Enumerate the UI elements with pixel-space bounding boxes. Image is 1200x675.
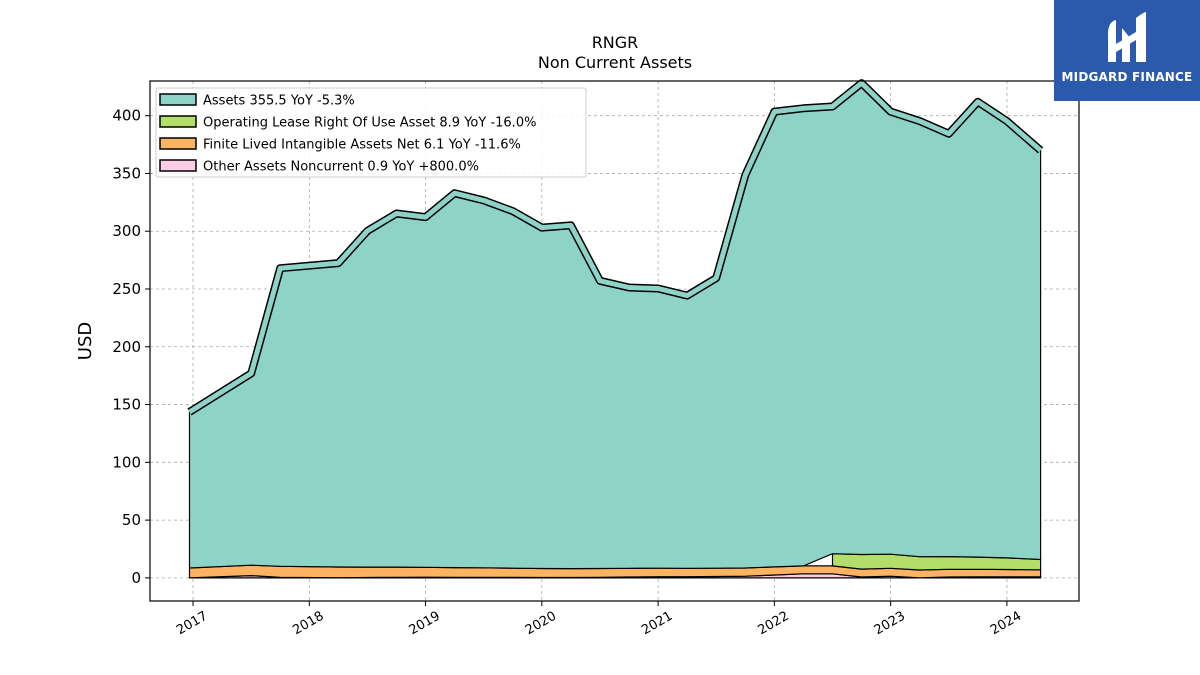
brand-name: MIDGARD FINANCE <box>1061 70 1193 84</box>
y-tick-label: 100 <box>112 453 141 471</box>
y-axis-label: USD <box>75 322 96 360</box>
legend-label: Other Assets Noncurrent 0.9 YoY +800.0% <box>203 160 479 175</box>
x-tick-label: 2024 <box>988 609 1024 639</box>
legend-label: Assets 355.5 YoY -5.3% <box>203 94 355 109</box>
plot-frame <box>149 80 1080 602</box>
brand-logo: MIDGARD FINANCE <box>1054 0 1200 101</box>
y-tick-label: 400 <box>112 107 141 125</box>
chart-subtitle: Non Current Assets <box>538 53 692 72</box>
x-tick-label: 2018 <box>290 609 326 639</box>
y-axis: 0 50 100 150 200 250 300 350 400 <box>112 107 150 587</box>
chart-title: RNGR <box>592 33 639 52</box>
y-tick-label: 300 <box>112 222 141 240</box>
stacked-areas <box>187 79 1044 579</box>
x-tick-label: 2022 <box>755 609 791 639</box>
x-tick-label: 2023 <box>872 609 908 639</box>
legend-box <box>155 87 587 178</box>
y-tick-label: 150 <box>112 396 141 414</box>
legend-swatch <box>159 115 197 128</box>
y-tick-label: 50 <box>122 511 141 529</box>
y-tick-label: 250 <box>112 280 141 298</box>
assets-line <box>188 80 1043 415</box>
x-tick-label: 2021 <box>639 609 675 639</box>
legend-label: Operating Lease Right Of Use Asset 8.9 Y… <box>203 116 536 131</box>
legend: Assets 355.5 YoY -5.3% Operating Lease Ri… <box>155 87 587 178</box>
legend-swatch <box>159 137 197 150</box>
legend-label: Finite Lived Intangible Assets Net 6.1 Y… <box>203 138 521 153</box>
legend-swatch <box>159 159 197 172</box>
x-tick-label: 2019 <box>407 609 443 639</box>
y-tick-label: 0 <box>131 569 141 587</box>
y-tick-label: 350 <box>112 164 141 182</box>
x-axis: 2017 2018 2019 2020 2021 2022 2023 2024 <box>174 601 1024 638</box>
x-tick-label: 2017 <box>174 609 210 639</box>
x-tick-label: 2020 <box>523 609 559 639</box>
legend-swatch <box>159 93 197 106</box>
y-tick-label: 200 <box>112 338 141 356</box>
midgard-logo-icon <box>1108 12 1146 62</box>
